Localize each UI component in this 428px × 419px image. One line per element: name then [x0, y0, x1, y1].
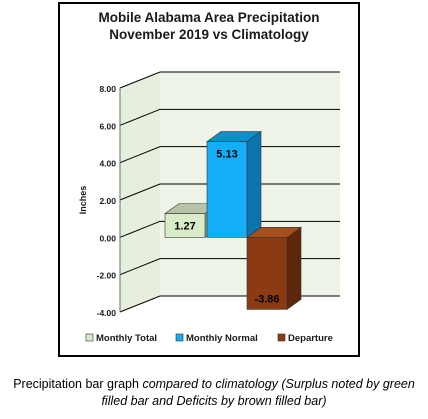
chart-title-line-2: November 2019 vs Climatology	[109, 27, 309, 42]
bar-0	[164, 213, 206, 238]
bar-value-label-1: 5.13	[216, 149, 237, 161]
gridline-4	[119, 220, 340, 238]
gridline-0	[119, 71, 340, 89]
bar-side-1	[246, 130, 262, 238]
bar-value-label-0: 1.27	[174, 221, 195, 233]
legend-label-1: Monthly Normal	[186, 333, 258, 344]
gridline-3	[119, 183, 340, 201]
chart-frame: Mobile Alabama Area Precipitation Novemb…	[58, 2, 360, 357]
y-tick-label-1: 6.00	[99, 121, 116, 131]
y-tick-label-2: 4.00	[99, 159, 116, 169]
legend-swatch-2	[277, 333, 286, 342]
y-axis-label: Inches	[78, 186, 88, 215]
bar-value-label-2: -3.86	[254, 293, 279, 305]
chart-title-line-1: Mobile Alabama Area Precipitation	[98, 10, 320, 25]
gridline-2	[119, 146, 340, 164]
bar-side-2	[286, 226, 302, 310]
y-tick-label-5: -2.00	[97, 271, 117, 281]
legend-label-0: Monthly Total	[96, 333, 157, 344]
y-tick-label-3: 2.00	[99, 196, 116, 206]
figure-caption: Precipitation bar graph compared to clim…	[0, 376, 428, 410]
caption-normal-text: Precipitation bar graph	[13, 377, 139, 391]
y-tick-label-0: 8.00	[99, 84, 116, 94]
y-tick-label-6: -4.00	[97, 308, 117, 318]
caption-italic-text: compared to climatology (Surplus noted b…	[101, 377, 415, 408]
bar-1	[206, 141, 248, 238]
bar-2	[246, 237, 288, 310]
legend-swatch-0	[85, 333, 94, 342]
y-tick-label-4: 0.00	[99, 233, 116, 243]
gridline-6	[119, 295, 340, 313]
legend-label-2: Departure	[288, 333, 333, 344]
chart-canvas: 8.00 6.00 4.00 2.00 0.00 -2.00 -4.00 Inches 1.27…	[78, 71, 340, 344]
legend-swatch-1	[175, 333, 184, 342]
gridline-1	[119, 108, 340, 126]
